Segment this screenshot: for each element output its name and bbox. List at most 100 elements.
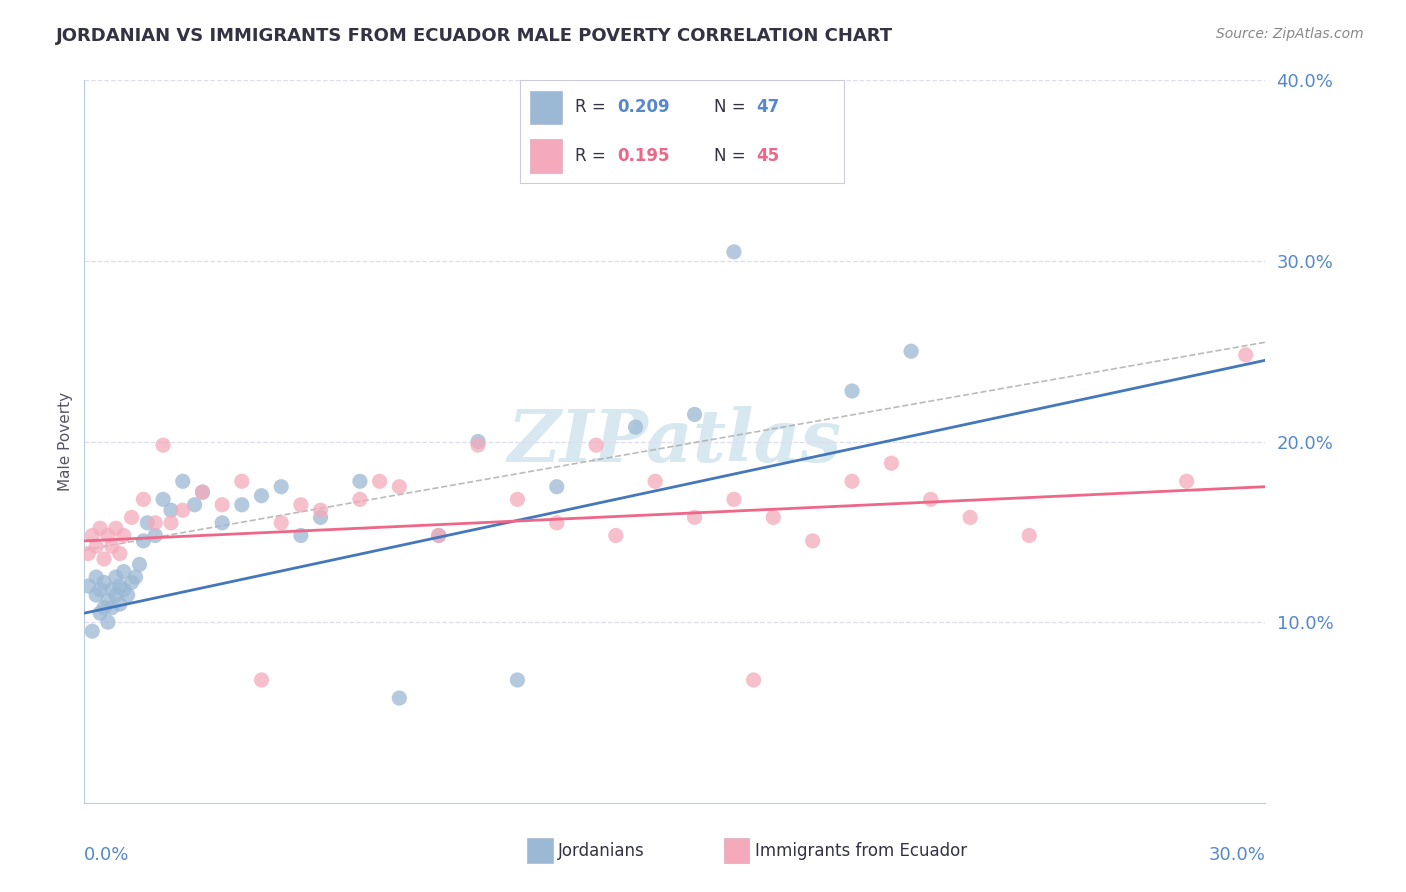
Point (624, 420, 647, 434)
Text: R =: R = (575, 98, 606, 117)
Y-axis label: Male Poverty: Male Poverty (58, 392, 73, 491)
Point (117, 588, 139, 602)
Point (427, 528, 450, 542)
Point (104, 570, 127, 584)
Point (841, 384, 863, 398)
Text: 0.0%: 0.0% (84, 847, 129, 864)
Point (112, 528, 135, 542)
Point (152, 492, 174, 507)
Point (388, 480, 411, 494)
Text: N =: N = (714, 146, 745, 165)
Point (309, 510, 332, 524)
Point (723, 492, 745, 507)
Point (467, 438, 489, 452)
Point (84, 588, 107, 602)
Text: R =: R = (575, 146, 606, 165)
Point (108, 579, 131, 593)
Point (132, 492, 155, 507)
Point (959, 510, 981, 524)
Point (97, 615, 120, 630)
Point (506, 673, 529, 687)
Point (112, 565, 135, 579)
Point (250, 673, 273, 687)
Point (762, 510, 785, 524)
Point (841, 475, 863, 489)
Text: Source: ZipAtlas.com: Source: ZipAtlas.com (1216, 27, 1364, 41)
Point (183, 498, 205, 512)
Point (104, 588, 127, 602)
Point (270, 480, 292, 494)
Point (349, 492, 371, 507)
Point (172, 475, 194, 489)
Point (101, 582, 124, 597)
Point (108, 597, 131, 611)
Point (506, 492, 529, 507)
Bar (530, 139, 562, 173)
Point (368, 475, 391, 489)
Text: 0.209: 0.209 (617, 98, 669, 117)
Point (160, 516, 183, 530)
Bar (530, 91, 562, 124)
Text: Jordanians: Jordanians (558, 842, 645, 860)
Point (1175, 475, 1198, 489)
Point (128, 558, 150, 572)
Point (93, 552, 115, 566)
Point (1018, 528, 1040, 542)
Point (77, 579, 100, 593)
Point (585, 438, 607, 452)
Text: 45: 45 (756, 146, 779, 165)
Point (89, 521, 111, 535)
Text: JORDANIAN VS IMMIGRANTS FROM ECUADOR MALE POVERTY CORRELATION CHART: JORDANIAN VS IMMIGRANTS FROM ECUADOR MAL… (56, 27, 893, 45)
Point (93, 600, 115, 615)
Point (89, 606, 111, 620)
Point (546, 516, 568, 530)
Point (605, 528, 627, 542)
Point (644, 475, 666, 489)
Text: 0.195: 0.195 (617, 146, 669, 165)
Point (101, 539, 124, 553)
Point (152, 438, 174, 452)
Point (211, 498, 233, 512)
Point (211, 516, 233, 530)
Point (231, 475, 253, 489)
Point (112, 582, 135, 597)
Point (121, 510, 143, 524)
Point (920, 492, 942, 507)
Point (104, 521, 127, 535)
Point (723, 244, 745, 259)
Point (84, 539, 107, 553)
Point (349, 475, 371, 489)
Point (124, 570, 146, 584)
Text: N =: N = (714, 98, 745, 117)
Point (546, 480, 568, 494)
Point (231, 498, 253, 512)
Point (683, 510, 706, 524)
Point (191, 485, 214, 500)
Point (742, 673, 765, 687)
Point (172, 503, 194, 517)
Point (143, 528, 166, 542)
Point (82, 528, 104, 542)
Point (136, 516, 159, 530)
Point (270, 516, 292, 530)
Point (290, 498, 312, 512)
Point (89, 582, 111, 597)
Point (880, 456, 903, 470)
Point (121, 575, 143, 590)
Point (801, 533, 824, 548)
Point (101, 600, 124, 615)
Point (132, 533, 155, 548)
Point (250, 489, 273, 503)
Point (467, 434, 489, 449)
Text: 47: 47 (756, 98, 779, 117)
Point (900, 344, 922, 359)
Point (84, 570, 107, 584)
Text: Immigrants from Ecuador: Immigrants from Ecuador (755, 842, 967, 860)
Text: ZIPatlas: ZIPatlas (508, 406, 842, 477)
Point (683, 408, 706, 422)
Point (427, 528, 450, 542)
Point (143, 516, 166, 530)
Point (160, 503, 183, 517)
Point (77, 547, 100, 561)
Point (309, 503, 332, 517)
